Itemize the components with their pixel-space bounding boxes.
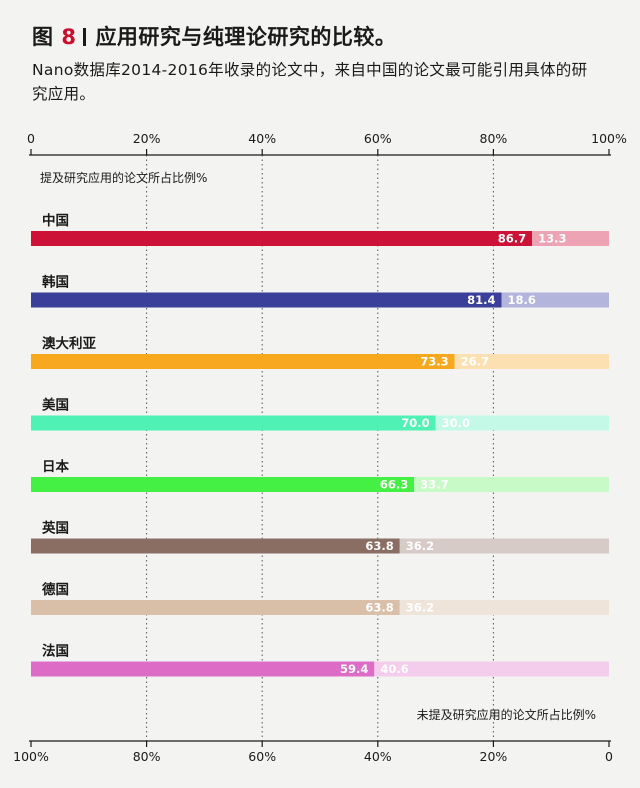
value-label-applied: 81.4 (467, 293, 495, 307)
figure-prefix: 图 (32, 25, 54, 49)
bar-pure (374, 661, 609, 677)
category-label: 法国 (42, 643, 69, 660)
top-axis-tick-label: 0 (27, 131, 35, 146)
top-axis-tick-label: 20% (133, 131, 161, 146)
bottom-axis-tick-label: 40% (364, 749, 392, 764)
bottom-axis-tick-label: 60% (248, 749, 276, 764)
bar-applied (31, 477, 415, 492)
category-label: 澳大利亚 (42, 335, 96, 352)
bar-applied (31, 231, 533, 246)
applied-share-label: 提及研究应用的论文所占比例% (40, 170, 207, 185)
value-label-applied: 86.7 (498, 232, 526, 246)
bar-pure (399, 538, 609, 554)
bar-applied (31, 354, 455, 369)
pure-share-label: 未提及研究应用的论文所占比例% (417, 707, 596, 722)
category-label: 中国 (42, 212, 69, 229)
figure-number: 8 (61, 25, 77, 49)
bottom-axis-tick-label: 100% (13, 749, 49, 764)
value-label-pure: 13.3 (538, 232, 566, 246)
bar-pure (532, 231, 609, 246)
top-axis-tick-label: 80% (480, 131, 508, 146)
value-label-applied: 70.0 (401, 416, 429, 430)
value-label-applied: 66.3 (380, 478, 408, 492)
bar-pure (435, 415, 609, 431)
value-label-applied: 63.8 (365, 601, 393, 615)
bar-applied (31, 600, 400, 615)
value-label-applied: 59.4 (340, 662, 368, 676)
category-label: 英国 (41, 520, 69, 537)
title-text: 应用研究与纯理论研究的比较。 (95, 25, 397, 49)
top-axis-tick-label: 60% (364, 131, 392, 146)
title-separator (83, 28, 87, 46)
value-label-pure: 18.6 (507, 293, 535, 307)
top-axis-tick-label: 100% (591, 131, 627, 146)
value-label-pure: 36.2 (406, 601, 434, 615)
bar-applied (31, 415, 436, 431)
value-label-pure: 33.7 (420, 478, 448, 492)
bar-applied (31, 538, 400, 554)
bottom-axis-tick-label: 20% (480, 749, 508, 764)
bottom-axis-tick-label: 80% (133, 749, 161, 764)
bar-applied (31, 292, 502, 308)
value-label-pure: 30.0 (442, 416, 470, 430)
bar-pure (454, 354, 609, 369)
value-label-applied: 73.3 (420, 355, 448, 369)
top-axis-tick-label: 40% (248, 131, 276, 146)
chart-subtitle: Nano数据库2014-2016年收录的论文中，来自中国的论文最可能引用具体的研… (32, 61, 588, 103)
category-label: 韩国 (42, 274, 69, 291)
value-label-pure: 36.2 (406, 539, 434, 553)
value-label-applied: 63.8 (365, 539, 393, 553)
bar-pure (501, 292, 609, 308)
bar-applied (31, 661, 375, 677)
bottom-axis-tick-label: 0 (605, 749, 613, 764)
chart-title: 图 8 应用研究与纯理论研究的比较。 (32, 22, 622, 52)
value-label-pure: 40.6 (380, 662, 408, 676)
value-label-pure: 26.7 (461, 355, 489, 369)
category-label: 德国 (42, 581, 69, 598)
chart-header: 图 8 应用研究与纯理论研究的比较。 Nano数据库2014-2016年收录的论文… (32, 22, 622, 106)
bar-pure (414, 477, 609, 492)
bar-pure (399, 600, 609, 615)
category-label: 美国 (42, 397, 69, 414)
category-label: 日本 (42, 458, 69, 475)
